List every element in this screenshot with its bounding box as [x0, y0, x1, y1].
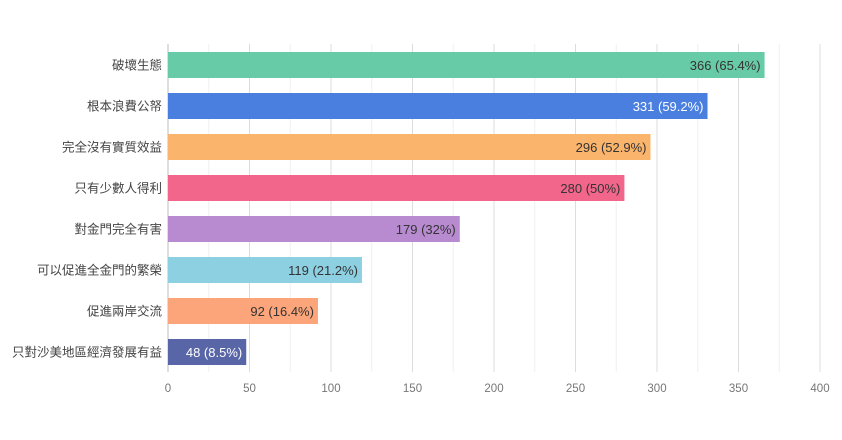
- x-axis-tick-labels: 0 50 100 150 200 250 300 350 400: [165, 383, 830, 395]
- data-labels: 366 (65.4%) 331 (59.2%) 296 (52.9%) 280 (50…: [186, 58, 761, 360]
- bar-value-label: 296 (52.9%): [576, 140, 647, 155]
- x-tick-label: 250: [566, 383, 585, 395]
- category-labels: 破壞生態根本浪費公帑完全沒有實質效益只有少數人得利對金門完全有害可以促進全金門的…: [12, 58, 163, 360]
- x-tick-label: 200: [484, 383, 503, 395]
- bar[interactable]: [168, 298, 318, 324]
- bar[interactable]: [168, 257, 362, 283]
- category-label: 對金門完全有害: [74, 222, 162, 237]
- category-label: 破壞生態: [112, 58, 162, 73]
- bars: [168, 52, 765, 365]
- x-tick-label: 300: [647, 383, 666, 395]
- category-label: 完全沒有實質效益: [62, 140, 162, 155]
- bar[interactable]: [168, 52, 765, 78]
- bar[interactable]: [168, 216, 460, 242]
- category-label: 促進兩岸交流: [87, 304, 163, 319]
- bar-value-label: 92 (16.4%): [250, 304, 314, 319]
- bar[interactable]: [168, 134, 651, 160]
- x-tick-label: 50: [243, 383, 256, 395]
- category-label: 只有少數人得利: [74, 181, 162, 196]
- bar[interactable]: [168, 339, 247, 365]
- x-tick-label: 100: [321, 383, 340, 395]
- bar-value-label: 119 (21.2%): [288, 263, 358, 278]
- bar[interactable]: [168, 93, 708, 119]
- bar-value-label: 179 (32%): [396, 222, 456, 237]
- category-label: 可以促進全金門的繁榮: [37, 263, 162, 278]
- category-label: 根本浪費公帑: [87, 99, 162, 114]
- bar-value-label: 48 (8.5%): [186, 345, 242, 360]
- bar-value-label: 280 (50%): [560, 181, 620, 196]
- bar-value-label: 366 (65.4%): [690, 58, 761, 73]
- category-label: 只對沙美地區經濟發展有益: [12, 345, 162, 360]
- x-tick-label: 350: [729, 383, 748, 395]
- x-tick-label: 150: [403, 383, 422, 395]
- x-tick-label: 0: [165, 383, 171, 395]
- bar-value-label: 331 (59.2%): [633, 99, 704, 114]
- bar[interactable]: [168, 175, 625, 201]
- x-tick-label: 400: [810, 383, 829, 395]
